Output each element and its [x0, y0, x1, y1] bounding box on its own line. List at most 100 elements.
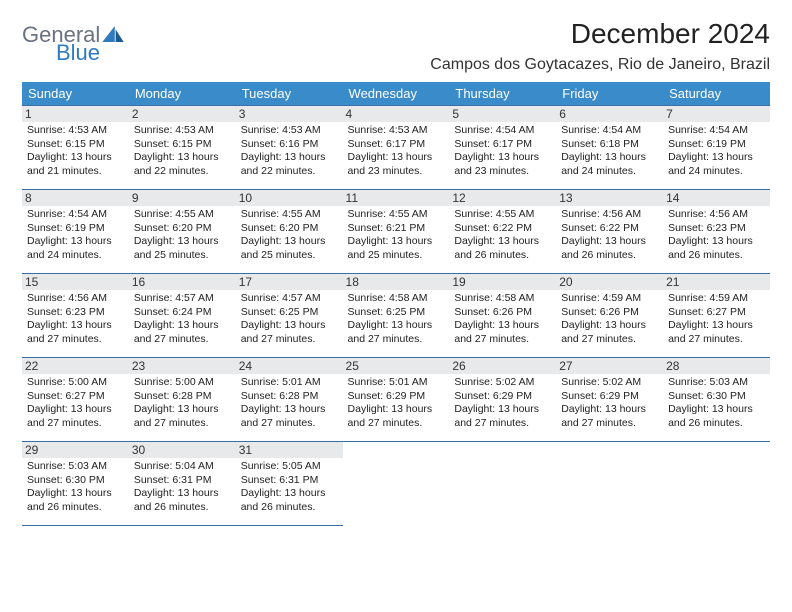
day-detail-text: Sunrise: 4:53 AMSunset: 6:16 PMDaylight:… [241, 124, 338, 179]
calendar-week-row: 22Sunrise: 5:00 AMSunset: 6:27 PMDayligh… [22, 358, 770, 442]
calendar-day-cell [663, 442, 770, 526]
day-number: 25 [343, 358, 450, 374]
calendar-day-cell: 1Sunrise: 4:53 AMSunset: 6:15 PMDaylight… [22, 106, 129, 190]
calendar-week-row: 1Sunrise: 4:53 AMSunset: 6:15 PMDaylight… [22, 106, 770, 190]
day-detail-text: Sunrise: 5:03 AMSunset: 6:30 PMDaylight:… [668, 376, 765, 431]
location-text: Campos dos Goytacazes, Rio de Janeiro, B… [430, 56, 770, 74]
calendar-day-cell: 21 Sunrise: 4:59 AMSunset: 6:27 PMDayligh… [663, 274, 770, 358]
calendar-day-cell: 22Sunrise: 5:00 AMSunset: 6:27 PMDayligh… [22, 358, 129, 442]
weekday-header: Sunday [22, 82, 129, 106]
day-number: 16 [129, 274, 236, 290]
day-number: 5 [449, 106, 556, 122]
calendar-week-row: 29Sunrise: 5:03 AMSunset: 6:30 PMDayligh… [22, 442, 770, 526]
calendar-day-cell: 5 Sunrise: 4:54 AMSunset: 6:17 PMDaylight… [449, 106, 556, 190]
calendar-day-cell: 17Sunrise: 4:57 AMSunset: 6:25 PMDayligh… [236, 274, 343, 358]
day-detail-text: Sunrise: 4:54 AMSunset: 6:19 PMDaylight:… [668, 124, 765, 179]
day-detail-text: Sunrise: 4:58 AMSunset: 6:26 PMDaylight:… [454, 292, 551, 347]
calendar-day-cell: 31Sunrise: 5:05 AMSunset: 6:31 PMDayligh… [236, 442, 343, 526]
logo-text-blue: Blue [56, 42, 124, 64]
weekday-header: Thursday [449, 82, 556, 106]
calendar-day-cell: 10 Sunrise: 4:55 AMSunset: 6:20 PMDayligh… [236, 190, 343, 274]
day-number: 27 [556, 358, 663, 374]
calendar-day-cell [556, 442, 663, 526]
calendar-day-cell: 9Sunrise: 4:55 AMSunset: 6:20 PMDaylight… [129, 190, 236, 274]
calendar-day-cell: 26Sunrise: 5:02 AMSunset: 6:29 PMDayligh… [449, 358, 556, 442]
calendar-day-cell: 27Sunrise: 5:02 AMSunset: 6:29 PMDayligh… [556, 358, 663, 442]
calendar-day-cell: 14Sunrise: 4:56 AMSunset: 6:23 PMDayligh… [663, 190, 770, 274]
logo: General Blue [22, 18, 124, 64]
day-detail-text: Sunrise: 4:54 AMSunset: 6:18 PMDaylight:… [561, 124, 658, 179]
weekday-header: Saturday [663, 82, 770, 106]
calendar-day-cell: 12 Sunrise: 4:55 AMSunset: 6:22 PMDayligh… [449, 190, 556, 274]
weekday-header: Wednesday [343, 82, 450, 106]
page-title: December 2024 [430, 18, 770, 50]
weekday-header: Monday [129, 82, 236, 106]
day-detail-text: Sunrise: 4:55 AMSunset: 6:21 PMDaylight:… [348, 208, 445, 263]
day-number: 4 [343, 106, 450, 122]
calendar-day-cell: 19Sunrise: 4:58 AMSunset: 6:26 PMDayligh… [449, 274, 556, 358]
weekday-header: Tuesday [236, 82, 343, 106]
day-number: 26 [449, 358, 556, 374]
calendar-day-cell: 2 Sunrise: 4:53 AMSunset: 6:15 PMDaylight… [129, 106, 236, 190]
calendar-day-cell: 11 Sunrise: 4:55 AMSunset: 6:21 PMDayligh… [343, 190, 450, 274]
day-detail-text: Sunrise: 4:54 AMSunset: 6:17 PMDaylight:… [454, 124, 551, 179]
day-number: 30 [129, 442, 236, 458]
day-number: 3 [236, 106, 343, 122]
day-number: 9 [129, 190, 236, 206]
day-detail-text: Sunrise: 4:56 AMSunset: 6:22 PMDaylight:… [561, 208, 658, 263]
day-number: 10 [236, 190, 343, 206]
day-detail-text: Sunrise: 4:55 AMSunset: 6:22 PMDaylight:… [454, 208, 551, 263]
day-number: 8 [22, 190, 129, 206]
day-detail-text: Sunrise: 5:05 AMSunset: 6:31 PMDaylight:… [241, 460, 338, 515]
day-detail-text: Sunrise: 4:59 AMSunset: 6:26 PMDaylight:… [561, 292, 658, 347]
day-number: 11 [343, 190, 450, 206]
calendar-day-cell: 25 Sunrise: 5:01 AMSunset: 6:29 PMDayligh… [343, 358, 450, 442]
calendar-day-cell: 24 Sunrise: 5:01 AMSunset: 6:28 PMDayligh… [236, 358, 343, 442]
day-number: 2 [129, 106, 236, 122]
day-number: 17 [236, 274, 343, 290]
calendar-day-cell: 28 Sunrise: 5:03 AMSunset: 6:30 PMDayligh… [663, 358, 770, 442]
day-number: 18 [343, 274, 450, 290]
day-detail-text: Sunrise: 5:01 AMSunset: 6:28 PMDaylight:… [241, 376, 338, 431]
day-detail-text: Sunrise: 4:57 AMSunset: 6:24 PMDaylight:… [134, 292, 231, 347]
day-number: 24 [236, 358, 343, 374]
day-number: 29 [22, 442, 129, 458]
title-block: December 2024 Campos dos Goytacazes, Rio… [430, 18, 770, 74]
day-number: 12 [449, 190, 556, 206]
calendar-day-cell: 6 Sunrise: 4:54 AMSunset: 6:18 PMDaylight… [556, 106, 663, 190]
calendar-week-row: 8 Sunrise: 4:54 AMSunset: 6:19 PMDaylight… [22, 190, 770, 274]
day-number: 6 [556, 106, 663, 122]
day-detail-text: Sunrise: 4:58 AMSunset: 6:25 PMDaylight:… [348, 292, 445, 347]
day-detail-text: Sunrise: 4:53 AMSunset: 6:17 PMDaylight:… [348, 124, 445, 179]
calendar-day-cell: 30Sunrise: 5:04 AMSunset: 6:31 PMDayligh… [129, 442, 236, 526]
day-number: 28 [663, 358, 770, 374]
calendar-day-cell: 16 Sunrise: 4:57 AMSunset: 6:24 PMDayligh… [129, 274, 236, 358]
day-detail-text: Sunrise: 4:59 AMSunset: 6:27 PMDaylight:… [668, 292, 765, 347]
day-number: 23 [129, 358, 236, 374]
day-detail-text: Sunrise: 5:01 AMSunset: 6:29 PMDaylight:… [348, 376, 445, 431]
calendar-day-cell: 29Sunrise: 5:03 AMSunset: 6:30 PMDayligh… [22, 442, 129, 526]
calendar-table: SundayMondayTuesdayWednesdayThursdayFrid… [22, 82, 770, 526]
calendar-day-cell: 23 Sunrise: 5:00 AMSunset: 6:28 PMDayligh… [129, 358, 236, 442]
day-number: 15 [22, 274, 129, 290]
calendar-day-cell: 20 Sunrise: 4:59 AMSunset: 6:26 PMDayligh… [556, 274, 663, 358]
sail-icon [102, 26, 124, 42]
calendar-day-cell: 13 Sunrise: 4:56 AMSunset: 6:22 PMDayligh… [556, 190, 663, 274]
day-number: 20 [556, 274, 663, 290]
calendar-day-cell: 8 Sunrise: 4:54 AMSunset: 6:19 PMDaylight… [22, 190, 129, 274]
weekday-header-row: SundayMondayTuesdayWednesdayThursdayFrid… [22, 82, 770, 106]
day-number: 21 [663, 274, 770, 290]
day-detail-text: Sunrise: 4:53 AMSunset: 6:15 PMDaylight:… [27, 124, 124, 179]
day-detail-text: Sunrise: 4:54 AMSunset: 6:19 PMDaylight:… [27, 208, 124, 263]
calendar-day-cell: 4 Sunrise: 4:53 AMSunset: 6:17 PMDaylight… [343, 106, 450, 190]
page-header: General Blue December 2024 Campos dos Go… [22, 18, 770, 74]
calendar-day-cell: 7Sunrise: 4:54 AMSunset: 6:19 PMDaylight… [663, 106, 770, 190]
day-number: 22 [22, 358, 129, 374]
day-number: 14 [663, 190, 770, 206]
day-detail-text: Sunrise: 4:53 AMSunset: 6:15 PMDaylight:… [134, 124, 231, 179]
day-number: 13 [556, 190, 663, 206]
day-detail-text: Sunrise: 4:55 AMSunset: 6:20 PMDaylight:… [241, 208, 338, 263]
calendar-day-cell [343, 442, 450, 526]
day-detail-text: Sunrise: 5:00 AMSunset: 6:28 PMDaylight:… [134, 376, 231, 431]
day-detail-text: Sunrise: 4:56 AMSunset: 6:23 PMDaylight:… [27, 292, 124, 347]
